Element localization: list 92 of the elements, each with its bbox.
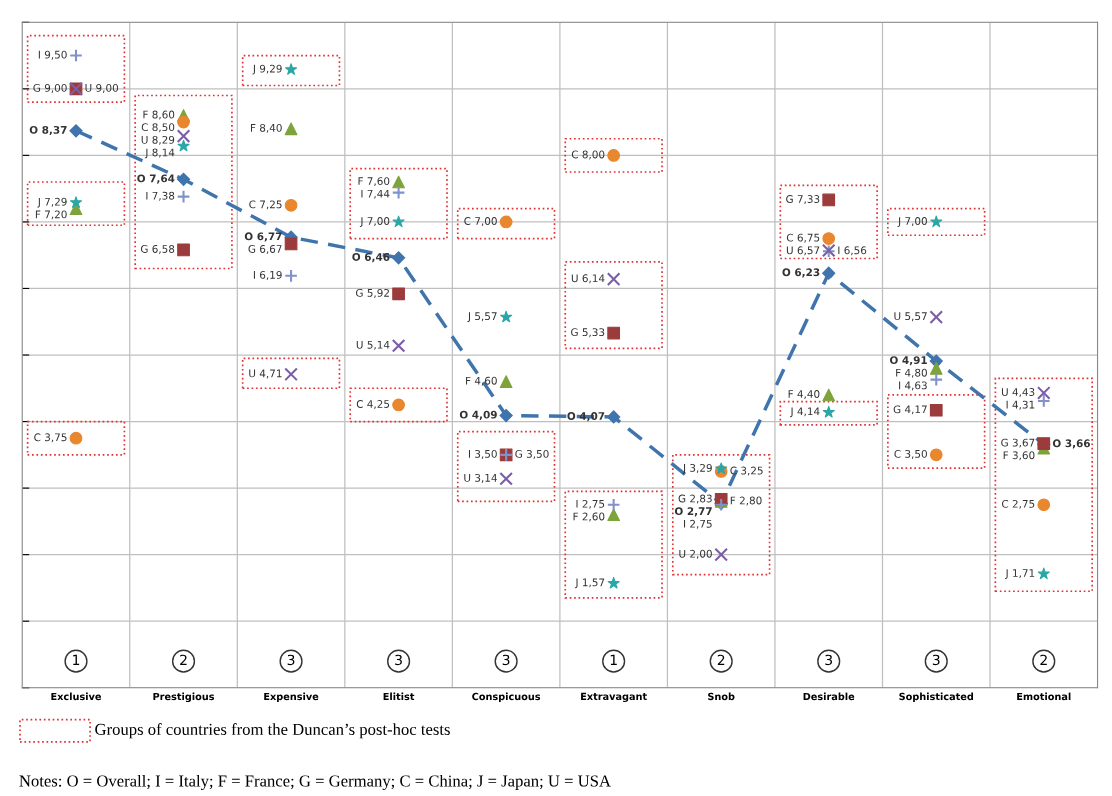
data-label: G 3,50	[515, 449, 549, 459]
x-tick-label: Extravagant	[581, 692, 647, 703]
data-label: F 4,40	[788, 390, 820, 400]
data-label: O 3,66	[1052, 439, 1090, 449]
annotation: 3	[825, 654, 833, 666]
data-label: C 8,00	[571, 150, 605, 160]
data-label: F 8,40	[250, 123, 282, 133]
text: Groups of countries from the Duncan’s post-hoc tests	[95, 723, 450, 739]
text: Notes: O = Overall; I = Italy; F = France; G = Germany; C = China; J = Japan; U = USA	[19, 774, 611, 791]
data-label: C 3,75	[34, 433, 67, 443]
x-tick-label: Elitist	[383, 692, 415, 701]
data-label: F 8,60	[143, 110, 175, 120]
annotation: 3	[395, 654, 402, 666]
data-label: I 3,50	[468, 449, 497, 459]
data-label: F 3,60	[1003, 451, 1035, 461]
x-tick-label: Conspicuous	[472, 692, 541, 703]
data-label: G 4,17	[893, 405, 927, 415]
data-label: C 8,50	[141, 123, 175, 133]
data-label: J 5,57	[467, 312, 497, 323]
data-label: F 7,20	[35, 210, 67, 220]
data-label: J 1,71	[1005, 569, 1035, 579]
data-label: G 2,83	[678, 494, 712, 504]
annotation: 2	[717, 654, 725, 665]
x-tick-label: Sophisticated	[899, 692, 974, 703]
data-label: O 8,37	[29, 125, 67, 136]
data-label: I 7,44	[361, 189, 390, 199]
data-label: U 5,57	[894, 312, 927, 322]
data-label: I 6,19	[253, 270, 282, 280]
annotation: 3	[502, 654, 510, 666]
data-label: G 3,67	[1001, 438, 1035, 448]
data-label: U 9,00	[85, 83, 119, 93]
data-label: J 4,14	[790, 407, 820, 418]
data-label: O 6,23	[782, 268, 820, 278]
data-label: F 2,80	[730, 496, 762, 506]
data-label: O 4,91	[889, 356, 927, 366]
data-label: J 7,00	[359, 217, 390, 227]
data-label: F 4,60	[466, 376, 497, 386]
data-label: O 6,77	[244, 232, 282, 242]
data-label: G 5,92	[356, 288, 389, 298]
data-label: F 2,60	[573, 512, 605, 522]
data-label: G 7,33	[786, 195, 820, 205]
data-label: U 3,14	[464, 473, 497, 483]
data-label: I 9,50	[38, 50, 67, 60]
data-label: O 4,09	[459, 410, 497, 420]
data-label: U 6,57	[786, 246, 820, 256]
data-label: G 6,67	[248, 245, 282, 254]
data-label: I 7,38	[146, 191, 175, 201]
data-label: I 4,63	[899, 381, 927, 391]
data-label: F 7,60	[358, 177, 390, 187]
data-label: U 2,00	[679, 549, 712, 559]
x-tick-label: Exclusive	[51, 692, 102, 701]
annotation: 2	[180, 654, 187, 665]
annotation: 2	[1040, 654, 1047, 665]
data-label: F 4,80	[896, 368, 927, 378]
data-label: O 6,46	[352, 253, 390, 263]
data-label: O 4,07	[567, 412, 605, 422]
annotation: 1	[73, 654, 80, 665]
data-label: C 7,25	[249, 200, 282, 210]
data-label: O 2,77	[674, 507, 712, 517]
data-label: U 5,14	[356, 340, 390, 350]
data-label: J 3,29	[682, 463, 712, 474]
x-tick-label: Emotional	[1017, 692, 1071, 701]
data-label: I 4,31	[1006, 400, 1035, 410]
x-tick-label: Snob	[708, 692, 735, 701]
data-label: I 2,75	[684, 519, 712, 529]
data-label: U 4,43	[1001, 388, 1035, 398]
data-label: G 6,58	[140, 245, 175, 254]
data-label: G 9,00	[33, 83, 67, 93]
annotation: 3	[287, 654, 295, 666]
data-label: J 7,00	[897, 217, 927, 227]
data-label: C 3,25	[730, 466, 763, 476]
x-tick-label: Expensive	[264, 692, 319, 703]
x-tick-label: Desirable	[803, 692, 855, 701]
data-label: C 2,75	[1001, 499, 1035, 509]
data-label: I 6,56	[838, 246, 867, 256]
data-label: O 7,64	[137, 174, 175, 184]
data-label: J 8,14	[144, 148, 175, 159]
data-label: C 4,25	[356, 400, 390, 410]
data-label: U 6,14	[571, 274, 605, 284]
data-label: J 7,29	[37, 197, 67, 208]
annotation: 3	[932, 654, 940, 666]
data-label: U 8,29	[141, 135, 175, 145]
x-tick-label: Prestigious	[153, 692, 215, 703]
data-label: C 3,50	[894, 449, 927, 459]
data-label: C 6,75	[786, 233, 820, 243]
data-label: U 4,71	[249, 369, 282, 379]
data-label: C 7,00	[464, 217, 497, 227]
annotation: 1	[610, 654, 617, 665]
data-label: J 1,57	[574, 578, 605, 589]
data-label: I 2,75	[576, 499, 605, 509]
data-label: J 9,29	[252, 64, 282, 75]
data-label: G 5,33	[571, 328, 605, 338]
